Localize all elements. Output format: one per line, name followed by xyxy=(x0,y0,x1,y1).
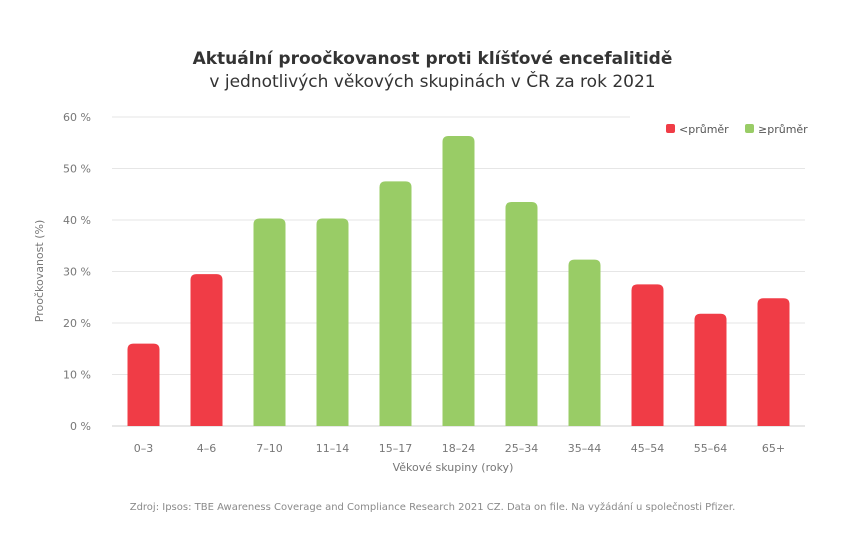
bar-4–6 xyxy=(190,274,223,426)
x-tick-label: 0–3 xyxy=(134,442,154,455)
y-tick-label: 60 % xyxy=(63,111,91,124)
bar-55–64 xyxy=(694,313,727,426)
bar-18–24 xyxy=(442,136,475,426)
bar-0–3 xyxy=(127,343,160,426)
bar-35–44 xyxy=(568,259,601,426)
bar-45–54 xyxy=(631,284,664,426)
x-tick-label: 18–24 xyxy=(442,442,476,455)
legend: <průměr ≥průměr xyxy=(666,123,808,136)
y-tick-label: 40 % xyxy=(63,214,91,227)
x-tick-label: 11–14 xyxy=(316,442,350,455)
bar-11–14 xyxy=(316,218,349,426)
x-tick-label: 35–44 xyxy=(568,442,602,455)
y-tick-label: 10 % xyxy=(63,369,91,382)
x-tick-label: 55–64 xyxy=(694,442,728,455)
legend-swatch-below xyxy=(666,124,675,133)
source-note: Zdroj: Ipsos: TBE Awareness Coverage and… xyxy=(129,502,736,513)
y-axis-label: Proočkovanost (%) xyxy=(33,220,46,322)
x-axis-label: Věkové skupiny (roky) xyxy=(393,461,514,474)
y-tick-label: 50 % xyxy=(63,163,91,176)
legend-label-above: ≥průměr xyxy=(758,123,808,136)
bar-25–34 xyxy=(505,201,538,426)
bars xyxy=(127,136,790,426)
chart-subtitle: v jednotlivých věkových skupinách v ČR z… xyxy=(209,72,656,92)
x-tick-label: 4–6 xyxy=(197,442,217,455)
x-tick-label: 45–54 xyxy=(631,442,665,455)
x-axis-ticks: 0–3 4–6 7–10 11–14 15–17 18–24 25–34 35–44 45–54… xyxy=(134,442,785,455)
chart-title: Aktuální proočkovanost proti klíšťové en… xyxy=(192,49,673,69)
bar-65+ xyxy=(757,298,790,426)
x-tick-label: 25–34 xyxy=(505,442,539,455)
x-tick-label: 15–17 xyxy=(379,442,413,455)
legend-swatch-above xyxy=(745,124,754,133)
y-tick-label: 30 % xyxy=(63,266,91,279)
y-axis-ticks: 0 % 10 % 20 % 30 % 40 % 50 % 60 % xyxy=(63,111,91,433)
bar-15–17 xyxy=(379,181,412,426)
y-tick-label: 0 % xyxy=(70,420,91,433)
y-tick-label: 20 % xyxy=(63,317,91,330)
x-tick-label: 65+ xyxy=(762,442,785,455)
bar-7–10 xyxy=(253,218,286,426)
legend-label-below: <průměr xyxy=(679,123,729,136)
x-tick-label: 7–10 xyxy=(256,442,283,455)
